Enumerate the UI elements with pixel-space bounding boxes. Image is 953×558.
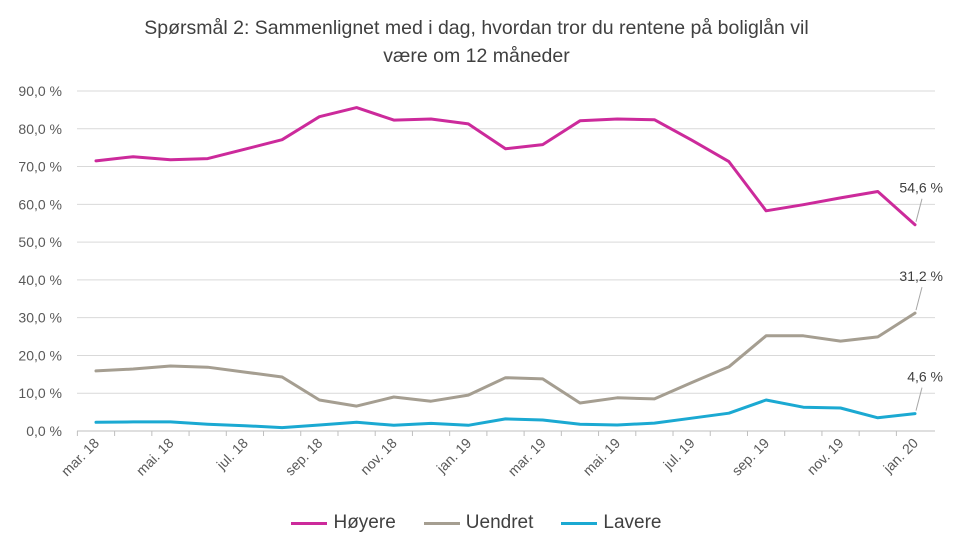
legend-swatch-lavere	[561, 521, 598, 525]
y-tick-label: 0,0 %	[26, 423, 62, 439]
chart-title: Spørsmål 2: Sammenlignet med i dag, hvor…	[0, 14, 953, 70]
data-label: 54,6 %	[899, 180, 943, 196]
x-tick-label: nov. 19	[804, 435, 847, 478]
data-label-leader	[915, 387, 923, 411]
legend-label-uendret: Uendret	[465, 512, 534, 533]
series-line-uendret	[94, 311, 917, 408]
y-tick-label: 80,0 %	[18, 121, 62, 137]
legend-swatch-hoyere	[291, 521, 328, 525]
y-tick-label: 10,0 %	[18, 385, 62, 401]
chart-title-line-2: være om 12 måneder	[383, 45, 570, 67]
x-tick-label: jan. 19	[433, 435, 475, 477]
legend-label-hoyere: Høyere	[333, 512, 396, 533]
chart-title-line-1: Spørsmål 2: Sammenlignet med i dag, hvor…	[144, 17, 809, 39]
data-label: 31,2 %	[899, 268, 943, 284]
x-tick-label: sep. 19	[728, 435, 772, 479]
x-tick-label: jan. 20	[879, 435, 921, 477]
x-tick-label: mar. 18	[58, 435, 102, 479]
legend-label-lavere: Lavere	[603, 512, 662, 533]
x-tick-label: sep. 18	[282, 435, 326, 479]
y-tick-label: 30,0 %	[18, 310, 62, 326]
y-tick-label: 20,0 %	[18, 347, 62, 363]
data-label: 4,6 %	[907, 369, 943, 385]
data-label-leader	[915, 198, 923, 222]
y-tick-label: 90,0 %	[18, 83, 62, 99]
series-line-hoyere	[94, 106, 917, 227]
x-tick-label: jul. 19	[659, 435, 698, 474]
legend: Høyere Uendret Lavere	[0, 512, 953, 534]
legend-swatch-uendret	[423, 521, 460, 525]
legend-item-hoyere: Høyere	[291, 512, 396, 534]
y-tick-label: 60,0 %	[18, 196, 62, 212]
series-line-lavere	[94, 398, 917, 430]
x-tick-label: mai. 19	[580, 435, 624, 479]
y-tick-label: 40,0 %	[18, 272, 62, 288]
y-tick-label: 70,0 %	[18, 159, 62, 175]
legend-item-lavere: Lavere	[561, 512, 662, 534]
data-label-leader	[915, 287, 923, 311]
x-tick-label: nov. 18	[357, 435, 400, 478]
x-tick-label: jul. 18	[213, 435, 252, 474]
x-tick-label: mai. 18	[133, 435, 177, 479]
x-tick-label: mar. 19	[505, 435, 549, 479]
legend-item-uendret: Uendret	[423, 512, 534, 534]
y-tick-label: 50,0 %	[18, 234, 62, 250]
